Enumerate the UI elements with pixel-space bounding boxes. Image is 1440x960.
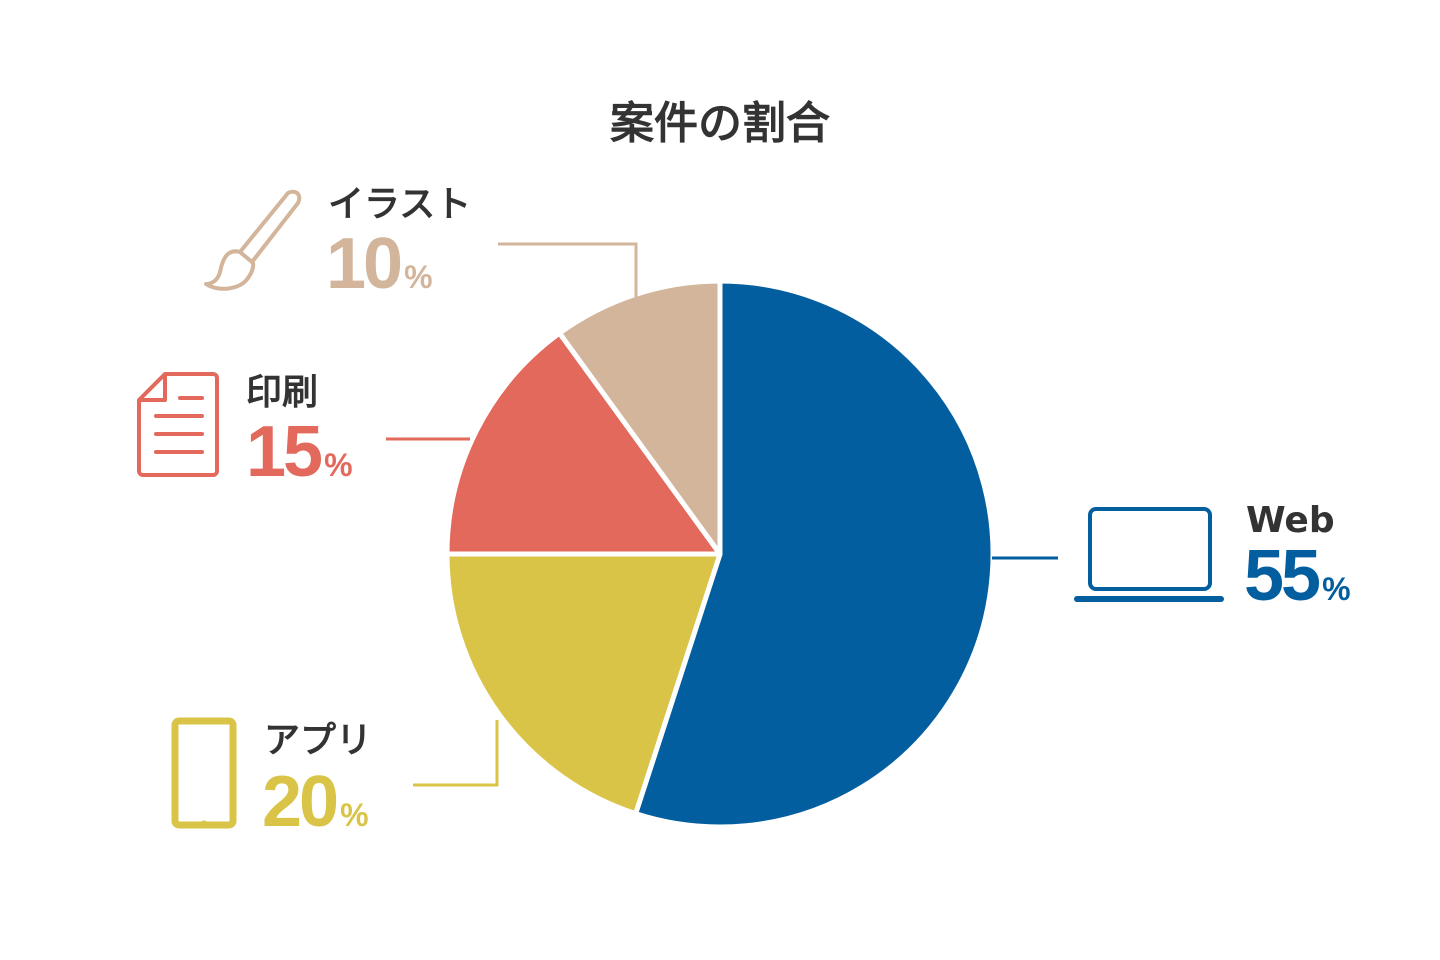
pie-slice-print xyxy=(444,330,723,557)
slice-value-print: 15% xyxy=(246,412,353,492)
tablet-icon xyxy=(171,717,237,829)
laptop-icon xyxy=(1074,507,1224,602)
pie-slice-web xyxy=(633,278,996,830)
leader-line-illust xyxy=(498,242,638,298)
web-callout: Web 55% xyxy=(1074,500,1351,616)
slice-value-web: 55% xyxy=(1244,536,1351,616)
paintbrush-icon xyxy=(204,189,302,291)
pie-chart xyxy=(444,278,996,830)
app-callout: アプリ 20% xyxy=(171,717,372,842)
print-callout: 印刷 15% xyxy=(137,372,353,492)
slice-label-app: アプリ xyxy=(264,720,372,761)
slice-value-illust: 10% xyxy=(326,224,433,304)
leader-line-app xyxy=(413,720,499,787)
chart-title: 案件の割合 xyxy=(610,98,830,149)
pie-slice-app xyxy=(444,551,723,817)
slice-value-app: 20% xyxy=(262,762,369,842)
slice-label-illust: イラスト xyxy=(328,184,471,225)
slice-label-print: 印刷 xyxy=(246,372,318,413)
document-icon xyxy=(137,372,219,477)
slice-label-web: Web xyxy=(1246,500,1335,541)
illust-callout: イラスト 10% xyxy=(204,184,471,304)
